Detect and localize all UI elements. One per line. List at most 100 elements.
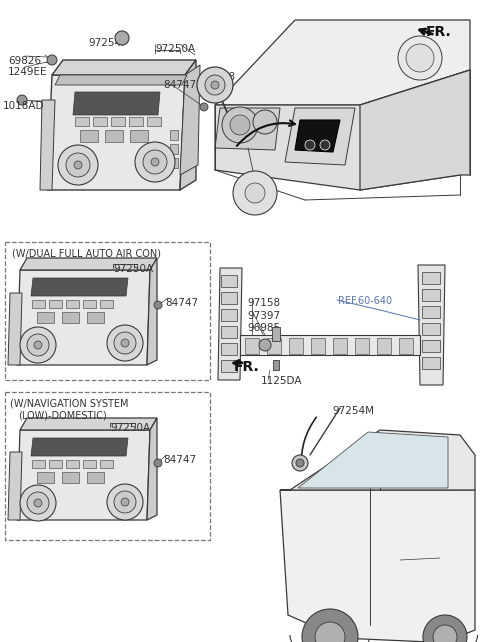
Bar (32, 460, 45, 468)
Bar (100, 300, 113, 308)
Bar (221, 275, 237, 287)
Circle shape (302, 609, 358, 642)
Circle shape (107, 325, 143, 361)
Bar (221, 326, 237, 338)
Circle shape (423, 615, 467, 642)
Bar (240, 335, 420, 355)
Circle shape (222, 107, 258, 143)
Bar (422, 289, 440, 301)
Text: 97397: 97397 (247, 311, 280, 321)
Bar (37, 312, 54, 323)
Circle shape (205, 75, 225, 95)
Circle shape (259, 339, 271, 351)
Bar (422, 340, 440, 352)
Bar (221, 292, 237, 304)
Bar (93, 117, 107, 126)
Circle shape (253, 110, 277, 134)
Polygon shape (280, 490, 475, 642)
Bar (49, 300, 62, 308)
Circle shape (27, 492, 49, 514)
Bar (80, 130, 98, 142)
Text: 97254P: 97254P (88, 38, 127, 48)
Circle shape (197, 67, 233, 103)
Circle shape (406, 44, 434, 72)
FancyBboxPatch shape (5, 242, 210, 380)
Bar (147, 117, 161, 126)
Bar (130, 130, 148, 142)
Bar (66, 460, 79, 468)
Bar (221, 360, 237, 372)
Polygon shape (215, 108, 280, 150)
Bar (377, 338, 391, 354)
Polygon shape (218, 268, 242, 380)
Circle shape (233, 171, 277, 215)
Bar (221, 309, 237, 321)
Circle shape (154, 301, 162, 309)
Text: 84747: 84747 (165, 298, 198, 308)
Polygon shape (20, 418, 157, 430)
Circle shape (320, 140, 330, 150)
Polygon shape (180, 60, 196, 190)
Polygon shape (285, 108, 355, 165)
Circle shape (107, 484, 143, 520)
Bar (170, 158, 178, 168)
Bar (62, 312, 79, 323)
Circle shape (115, 31, 129, 45)
Bar (399, 338, 413, 354)
Text: 1249EE: 1249EE (8, 67, 48, 77)
Polygon shape (147, 418, 157, 520)
Text: 97258: 97258 (202, 72, 235, 82)
Bar (129, 117, 143, 126)
Bar (422, 357, 440, 369)
Bar (289, 338, 303, 354)
Bar (333, 338, 347, 354)
Bar (66, 300, 79, 308)
Text: FR.: FR. (426, 25, 452, 39)
Bar (267, 338, 281, 354)
Bar (170, 130, 178, 140)
Polygon shape (215, 20, 470, 105)
Circle shape (58, 145, 98, 185)
Circle shape (17, 95, 27, 105)
Bar (32, 300, 45, 308)
Bar (111, 117, 125, 126)
Polygon shape (360, 70, 470, 190)
Text: 84747: 84747 (163, 80, 196, 90)
Text: 97250A: 97250A (113, 264, 153, 274)
Circle shape (292, 455, 308, 471)
Bar (422, 323, 440, 335)
Text: 1125DA: 1125DA (261, 376, 302, 386)
Bar (37, 472, 54, 483)
Bar (83, 460, 96, 468)
Text: (LOW)-DOMESTIC): (LOW)-DOMESTIC) (18, 410, 107, 420)
Text: FR.: FR. (234, 360, 260, 374)
Text: REF.60-640: REF.60-640 (338, 296, 392, 306)
Circle shape (34, 341, 42, 349)
Polygon shape (55, 75, 187, 85)
Polygon shape (418, 265, 445, 385)
Polygon shape (215, 70, 470, 190)
Polygon shape (295, 120, 340, 152)
Circle shape (230, 115, 250, 135)
Polygon shape (40, 100, 55, 190)
Circle shape (245, 183, 265, 203)
Bar (221, 343, 237, 355)
Text: (W/NAVIGATION SYSTEM: (W/NAVIGATION SYSTEM (10, 399, 129, 409)
Text: 97254M: 97254M (332, 406, 374, 416)
Text: 84747: 84747 (163, 455, 196, 465)
Bar (49, 460, 62, 468)
Polygon shape (17, 270, 150, 365)
Polygon shape (280, 430, 475, 490)
Bar (245, 338, 259, 354)
Polygon shape (298, 432, 448, 488)
Polygon shape (52, 60, 196, 75)
Circle shape (114, 491, 136, 513)
Circle shape (34, 499, 42, 507)
Text: 69826: 69826 (8, 56, 41, 66)
Polygon shape (8, 293, 22, 365)
Circle shape (143, 150, 167, 174)
Bar (422, 306, 440, 318)
Bar (272, 327, 280, 341)
Text: 96985: 96985 (247, 323, 280, 333)
Polygon shape (47, 75, 185, 190)
